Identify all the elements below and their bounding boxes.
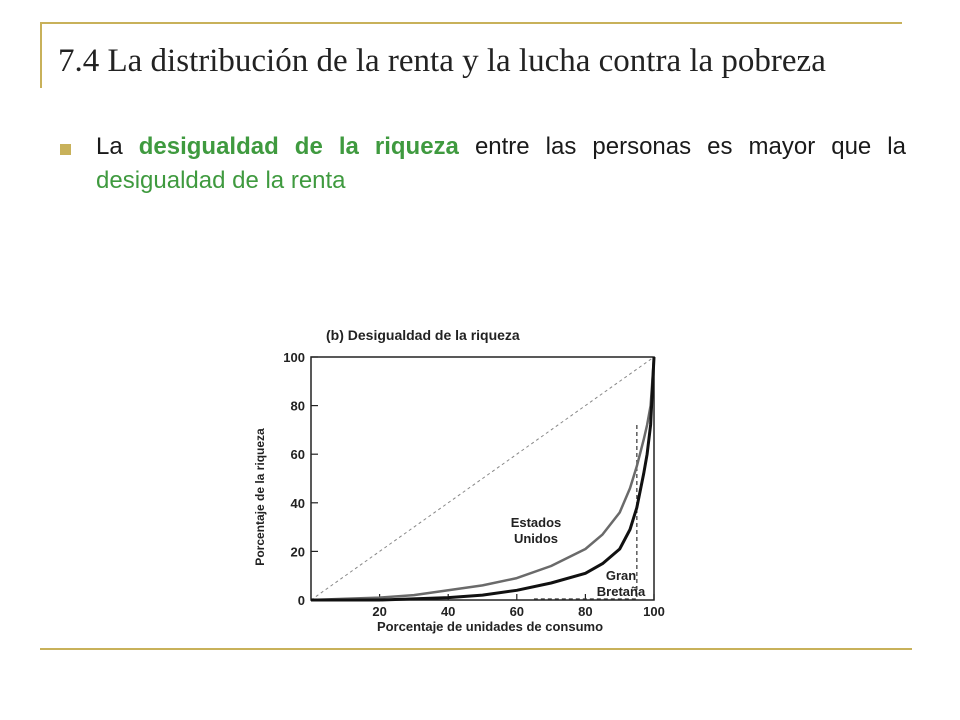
- slide-title: 7.4 La distribución de la renta y la luc…: [58, 43, 826, 79]
- plot-frame: [310, 356, 655, 601]
- x-axis-label: Porcentaje de unidades de consumo: [377, 619, 603, 634]
- x-tick-label: 80: [578, 604, 592, 619]
- series-label: Gran: [606, 568, 636, 583]
- series-line-uk: [311, 356, 656, 602]
- x-tick-label: 20: [372, 604, 386, 619]
- y-axis-label: Porcentaje de la riqueza: [253, 428, 267, 566]
- x-tick-label: 60: [510, 604, 524, 619]
- chart-svg: (b) Desigualdad de la riqueza Porcentaje…: [253, 327, 665, 634]
- bullet-highlight-wealth: desigualdad de la riqueza: [138, 133, 459, 160]
- y-tick-label: 60: [291, 447, 305, 462]
- top-rule: [40, 22, 902, 24]
- dashed-guide-line: [533, 425, 638, 600]
- bullet-point: La desigualdad de la riqueza entre las p…: [60, 130, 906, 198]
- y-tick-label: 20: [291, 544, 305, 559]
- chart-title: (b) Desigualdad de la riqueza: [326, 327, 520, 343]
- equality-diagonal-line: [310, 356, 655, 601]
- x-tick-label: 40: [441, 604, 455, 619]
- bottom-rule: [40, 648, 912, 650]
- y-tick-label: 80: [291, 399, 305, 414]
- lorenz-chart: (b) Desigualdad de la riqueza Porcentaje…: [236, 315, 676, 645]
- y-tick-label: 0: [298, 593, 305, 608]
- bullet-text-part-3: entre las personas es mayor que la: [458, 133, 906, 160]
- series-label: Unidos: [514, 531, 558, 546]
- x-tick-label: 100: [643, 604, 665, 619]
- left-rule: [40, 22, 42, 88]
- y-tick-label: 40: [291, 496, 305, 511]
- series-label: Bretaña: [597, 584, 646, 599]
- bullet-highlight-income: desigualdad de la renta: [96, 167, 346, 194]
- bullet-text: La desigualdad de la riqueza entre las p…: [96, 130, 906, 198]
- series-label: Estados: [511, 515, 562, 530]
- square-bullet-icon: [60, 144, 71, 155]
- y-tick-label: 100: [283, 350, 305, 365]
- bullet-text-part-1: La: [96, 133, 139, 160]
- series-line-usa: [310, 356, 656, 602]
